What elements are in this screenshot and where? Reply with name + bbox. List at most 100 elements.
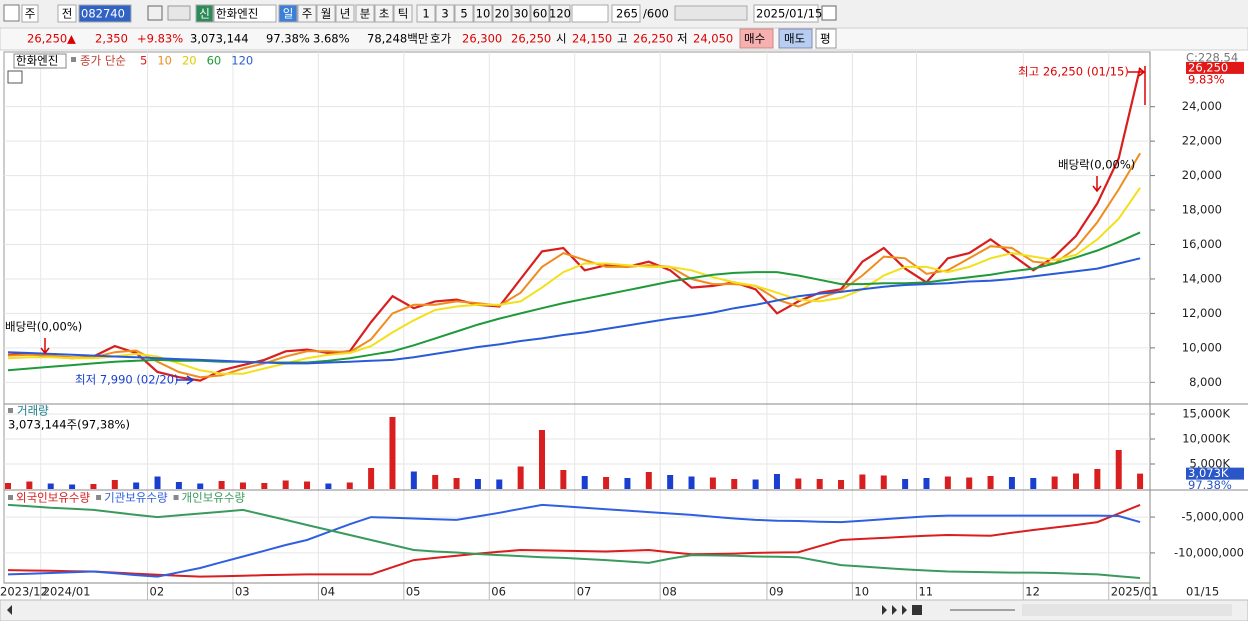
menu-icon[interactable] [3,4,20,22]
toolbar-button[interactable] [511,4,531,23]
annotation-arrow [1092,176,1102,193]
scroll-bar[interactable] [0,599,1248,621]
date-label: 01/15 [1186,585,1219,599]
volume-bar [539,430,545,489]
volume-bar [581,476,588,489]
toolbar-button[interactable] [335,4,355,23]
toolbar-label[interactable]: 1 [422,7,429,21]
toolbar-button[interactable] [393,4,413,23]
annotation: 최고 26,250 (01/15) [1018,65,1129,79]
toolbar-button[interactable] [355,4,375,23]
toolbar-label[interactable]: /600 [643,7,669,21]
x-tick-label: 02 [150,585,165,599]
legend-square [173,495,179,500]
volume-bar [26,481,33,489]
legend-entry: 외국인보유수량 [16,491,90,505]
toolbar-button[interactable] [316,4,336,23]
toolbar-label[interactable]: 5 [460,7,467,21]
series-line [7,231,1141,372]
volume-bar [453,478,460,489]
toolbar-label[interactable]: 년 [340,7,351,21]
volume-bar [368,468,375,489]
toolbar-button[interactable] [374,4,394,23]
legend-square [71,57,76,62]
toolbar-label[interactable]: 120 [549,7,571,21]
toolbar-button[interactable] [57,4,77,23]
toolbar-button[interactable] [611,4,641,23]
quote-field[interactable]: 매도 [784,32,805,46]
y-tick-label: 18,000 [1182,203,1222,217]
stop-button[interactable] [912,605,922,615]
sell-button[interactable] [778,28,813,49]
y-tick-label: 15,000K [1182,407,1230,421]
toolbar-button[interactable] [195,4,214,23]
toolbar-button[interactable] [297,4,317,23]
buy-button[interactable] [739,28,774,49]
y-tick-label: 10,000 [1182,340,1222,354]
series-line [7,503,1141,578]
sound-icon[interactable] [167,5,191,21]
toolbar-button[interactable] [435,4,455,23]
series-line [7,503,1141,578]
quote-field[interactable]: 매수 [744,32,765,46]
toolbar-button[interactable] [278,4,298,23]
x-tick-label: 12 [1025,585,1040,599]
toolbar-button[interactable] [454,4,474,23]
toolbar-label[interactable]: 30 [514,7,529,21]
chart-title: 한화엔진 [16,54,58,68]
toolbar-button[interactable] [213,4,277,23]
search-icon[interactable] [147,5,163,21]
toolbar-button[interactable] [492,4,512,23]
volume-bar [197,483,204,489]
volume-bar [624,478,631,489]
toolbar-label[interactable]: 20 [495,7,510,21]
y-tick-label: 22,000 [1182,134,1222,148]
toolbar-label[interactable]: 한화엔진 [216,7,258,21]
x-tick-label: 10 [854,585,869,599]
toolbar-button[interactable] [549,4,571,23]
table-icon[interactable] [7,70,23,84]
empty-input[interactable] [571,4,609,23]
toolbar-label[interactable]: 초 [379,7,390,21]
quote-field: 26,250 [511,32,551,46]
toolbar-button[interactable] [21,4,39,23]
toolbar-button[interactable] [473,4,493,23]
calendar-icon[interactable] [821,5,837,21]
toolbar-label[interactable]: 전 [62,7,73,21]
quote-field: 고 [617,32,628,46]
toolbar-label[interactable]: 60 [533,7,548,21]
toolbar-button[interactable] [78,4,132,23]
toolbar-label[interactable]: 주 [25,7,36,21]
quote-field: 2,350 [95,32,128,46]
x-tick-label: 2025/01 [1111,585,1159,599]
toolbar-label[interactable]: 틱 [398,7,409,21]
toolbar-label[interactable]: 일 [283,7,294,21]
quote-field[interactable]: 평 [820,32,831,46]
toolbar-button[interactable] [753,4,819,23]
toolbar-label[interactable]: 분 [360,7,371,21]
view-icons[interactable] [1022,604,1232,616]
avg-button[interactable] [815,28,837,49]
toolbar-label[interactable]: 265 [616,7,638,21]
toolbar-button[interactable] [416,4,436,23]
volume-bar [902,479,909,489]
current-price-label: 26,250 [1188,60,1228,74]
legend-entry: 60 [207,54,222,68]
volume-bar [752,479,759,489]
toolbar-label[interactable]: 신 [199,7,210,21]
scroll-left[interactable] [7,605,12,615]
scroll-controls[interactable] [882,605,907,615]
volume-bar [923,478,930,489]
toolbar-label[interactable]: 2025/01/15 [756,7,822,21]
toolbar-button[interactable] [530,4,550,23]
volume-bar [389,417,396,489]
toolbar-label[interactable]: 082740 [81,7,125,21]
toolbar-label[interactable]: 10 [476,7,491,21]
toolbar-label[interactable]: 3 [441,7,448,21]
legend-entry: 개인보유수량 [182,491,246,505]
tool-icons[interactable] [674,5,748,21]
quote-bar-bg [0,27,1248,51]
toolbar-label[interactable]: 월 [321,7,332,21]
toolbar-label[interactable]: 주 [302,7,313,21]
volume-title: 거래량 [17,404,49,418]
